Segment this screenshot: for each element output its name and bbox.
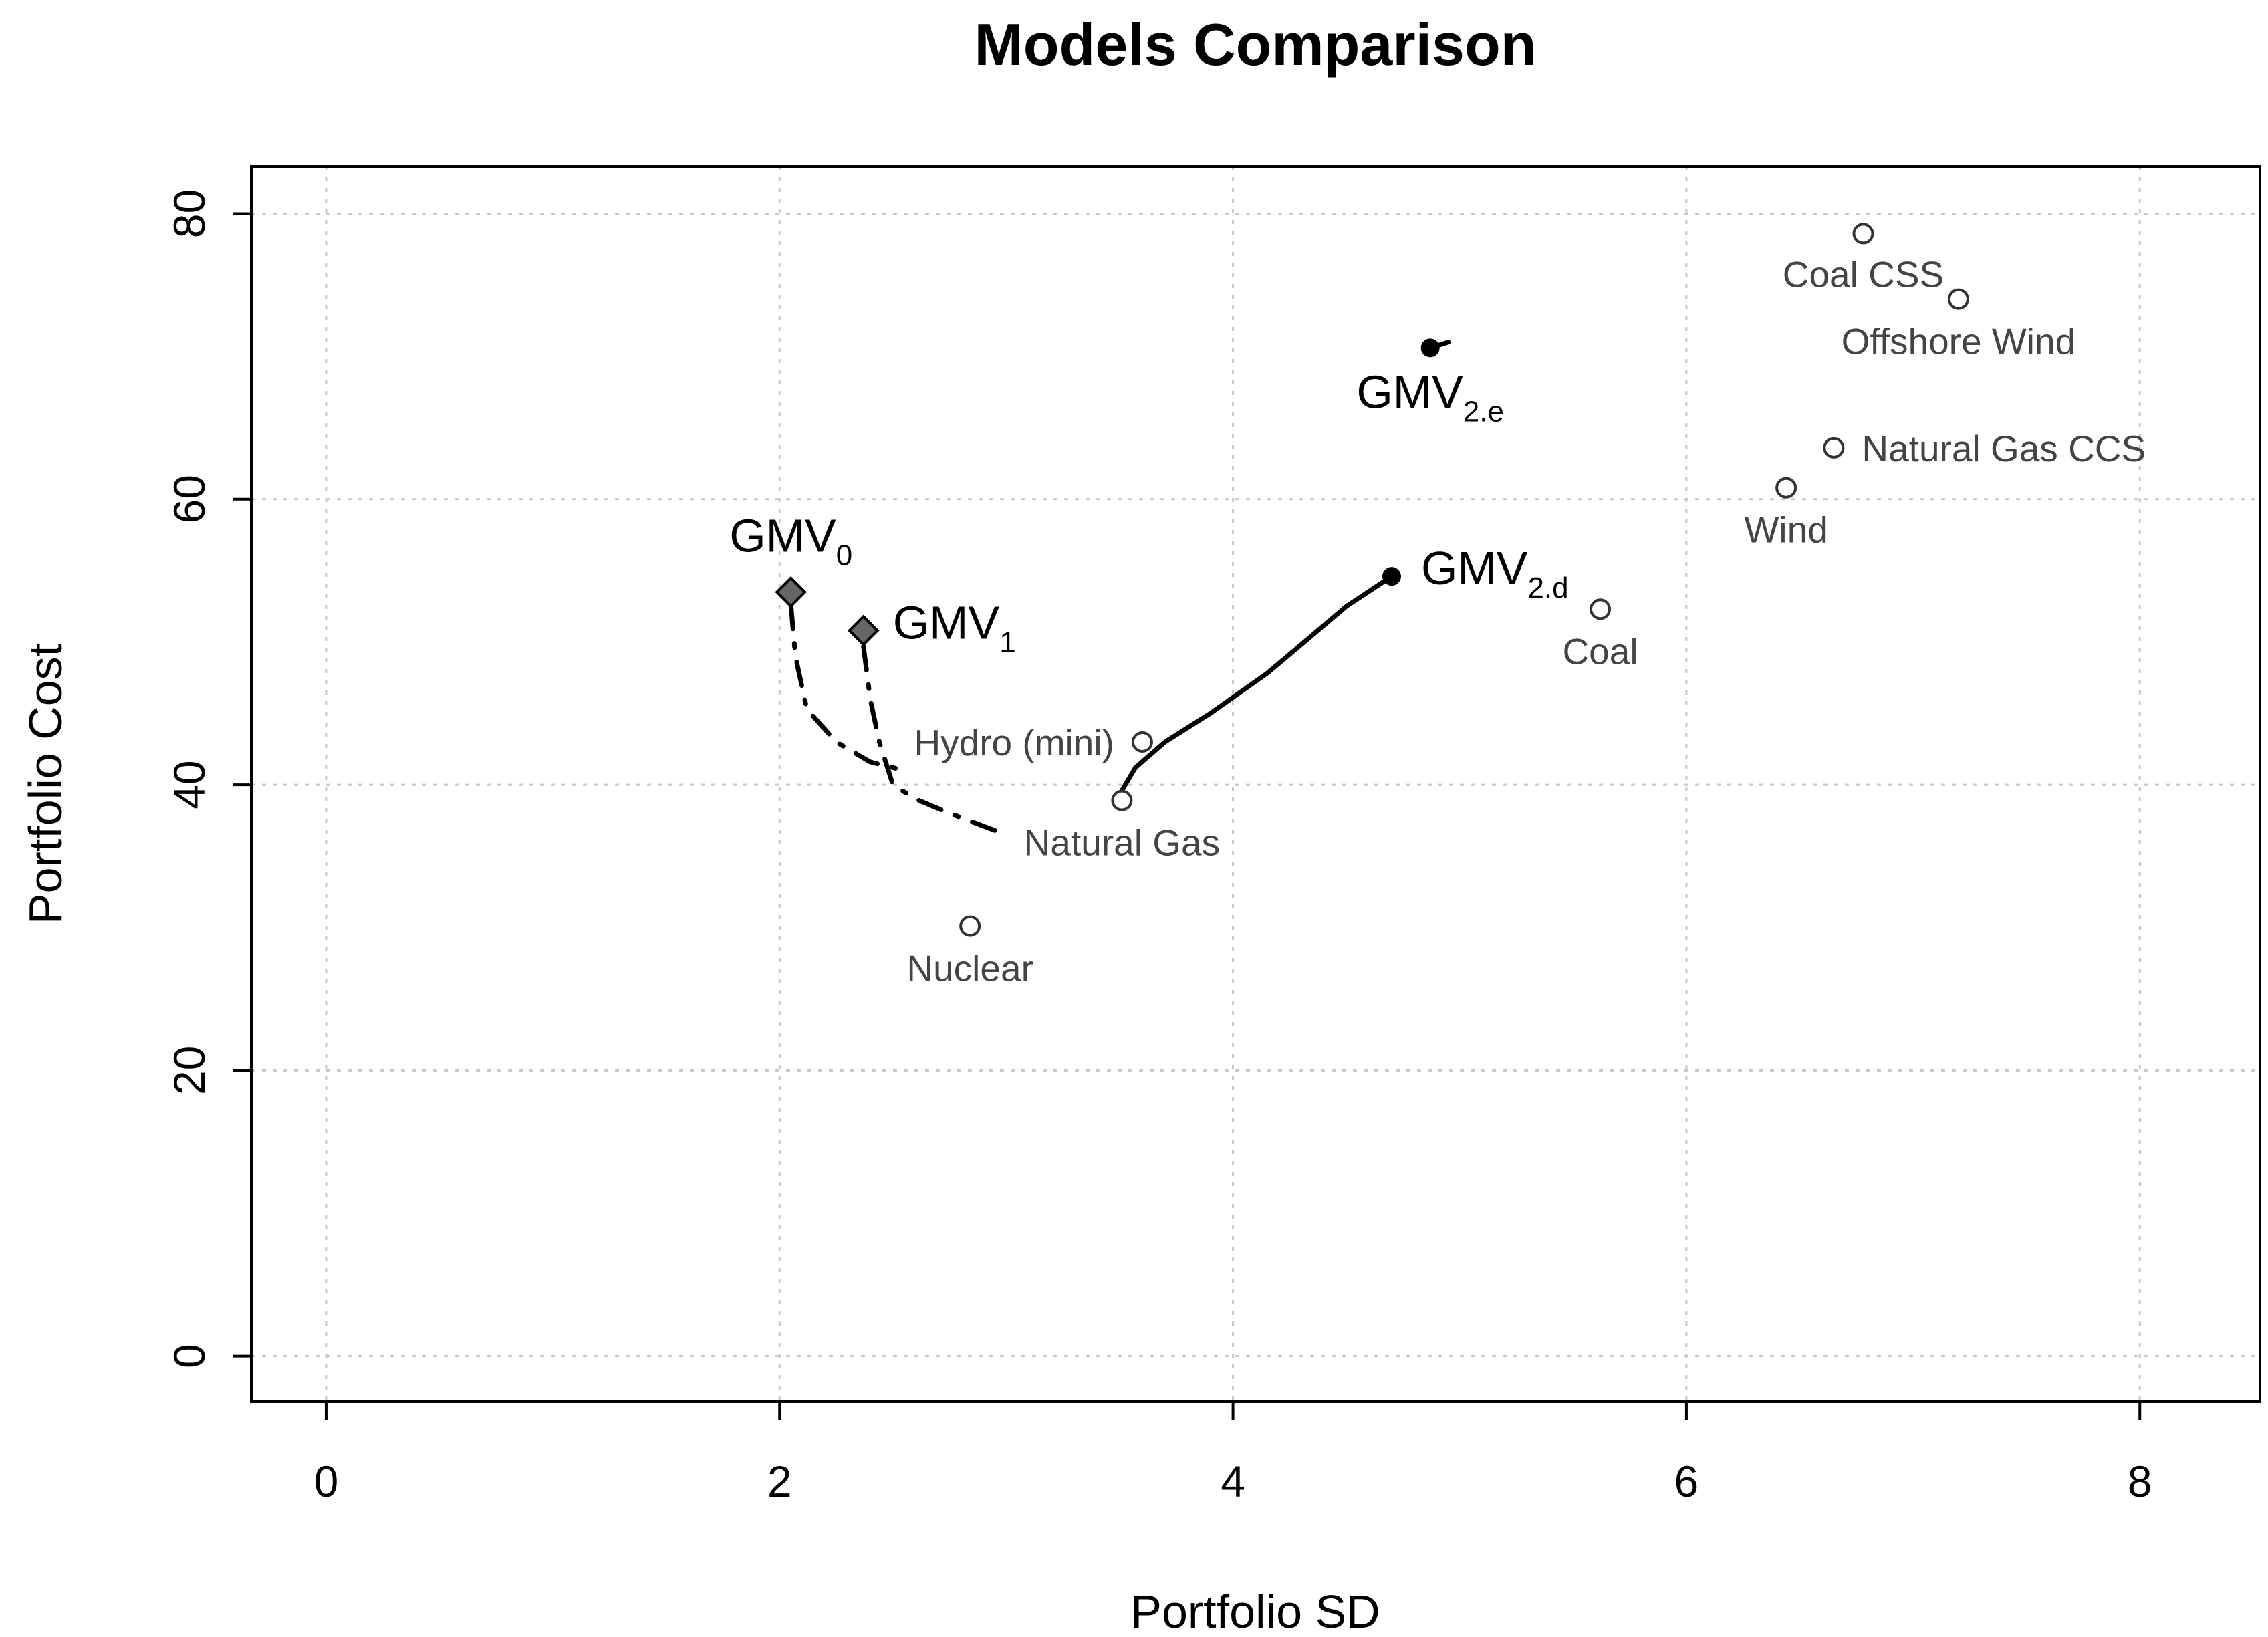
model-label: GMV2.d	[1421, 542, 1569, 604]
y-axis-title: Portfolio Cost	[19, 644, 72, 924]
model-label-subscript: 2.e	[1463, 395, 1504, 428]
y-tick-label: 40	[164, 760, 214, 809]
model-point	[1382, 567, 1401, 586]
tech-label: Coal	[1562, 630, 1638, 672]
tech-point	[1823, 436, 1845, 459]
model-label-subscript: 1	[999, 626, 1015, 658]
tech-point	[1590, 598, 1612, 620]
tech-point	[1131, 731, 1153, 753]
model-label: GMV0	[729, 510, 852, 572]
tech-label: Nuclear	[906, 948, 1033, 989]
x-axis-title: Portfolio SD	[1130, 1586, 1380, 1637]
model-label-base: GMV	[1421, 542, 1528, 594]
tech-point	[1775, 477, 1797, 499]
tech-point	[959, 915, 981, 937]
model-label-subscript: 2.d	[1527, 572, 1568, 604]
tech-point	[1947, 288, 1969, 310]
y-tick-label: 80	[164, 189, 214, 238]
model-label-base: GMV	[729, 510, 836, 562]
tech-label: Wind	[1744, 509, 1828, 551]
tech-point	[1111, 789, 1133, 811]
y-tick-label: 20	[164, 1046, 214, 1095]
model-point	[1420, 338, 1440, 358]
model-point	[775, 576, 807, 608]
x-tick-label: 2	[767, 1457, 792, 1506]
model-path-0	[788, 602, 907, 773]
x-tick-label: 8	[2128, 1457, 2152, 1506]
x-tick-label: 0	[314, 1457, 339, 1506]
x-tick-label: 4	[1221, 1457, 1245, 1506]
model-label-subscript: 0	[836, 539, 852, 572]
paths	[788, 340, 1451, 833]
model-path-2	[1119, 574, 1394, 793]
x-tick-label: 6	[1674, 1457, 1699, 1506]
model-label: GMV1	[893, 596, 1016, 658]
model-label-base: GMV	[893, 596, 1000, 648]
points: Coal CSS Offshore Wind Natural Gas CCS Wind…	[729, 223, 2146, 989]
tech-label: Natural Gas CCS	[1862, 428, 2146, 469]
chart-title: Models Comparison	[975, 11, 1537, 78]
tech-label: Hydro (mini)	[914, 722, 1114, 763]
tech-label: Natural Gas	[1024, 822, 1220, 864]
tech-label: Coal CSS	[1783, 253, 1944, 295]
y-tick-label: 0	[164, 1344, 214, 1368]
tech-point	[1852, 223, 1874, 245]
model-label-base: GMV	[1356, 366, 1463, 418]
y-tick-label: 60	[164, 475, 214, 523]
tech-label: Offshore Wind	[1842, 321, 2076, 362]
grid	[251, 166, 2260, 1402]
model-point	[847, 614, 880, 647]
model-label: GMV2.e	[1356, 366, 1504, 428]
